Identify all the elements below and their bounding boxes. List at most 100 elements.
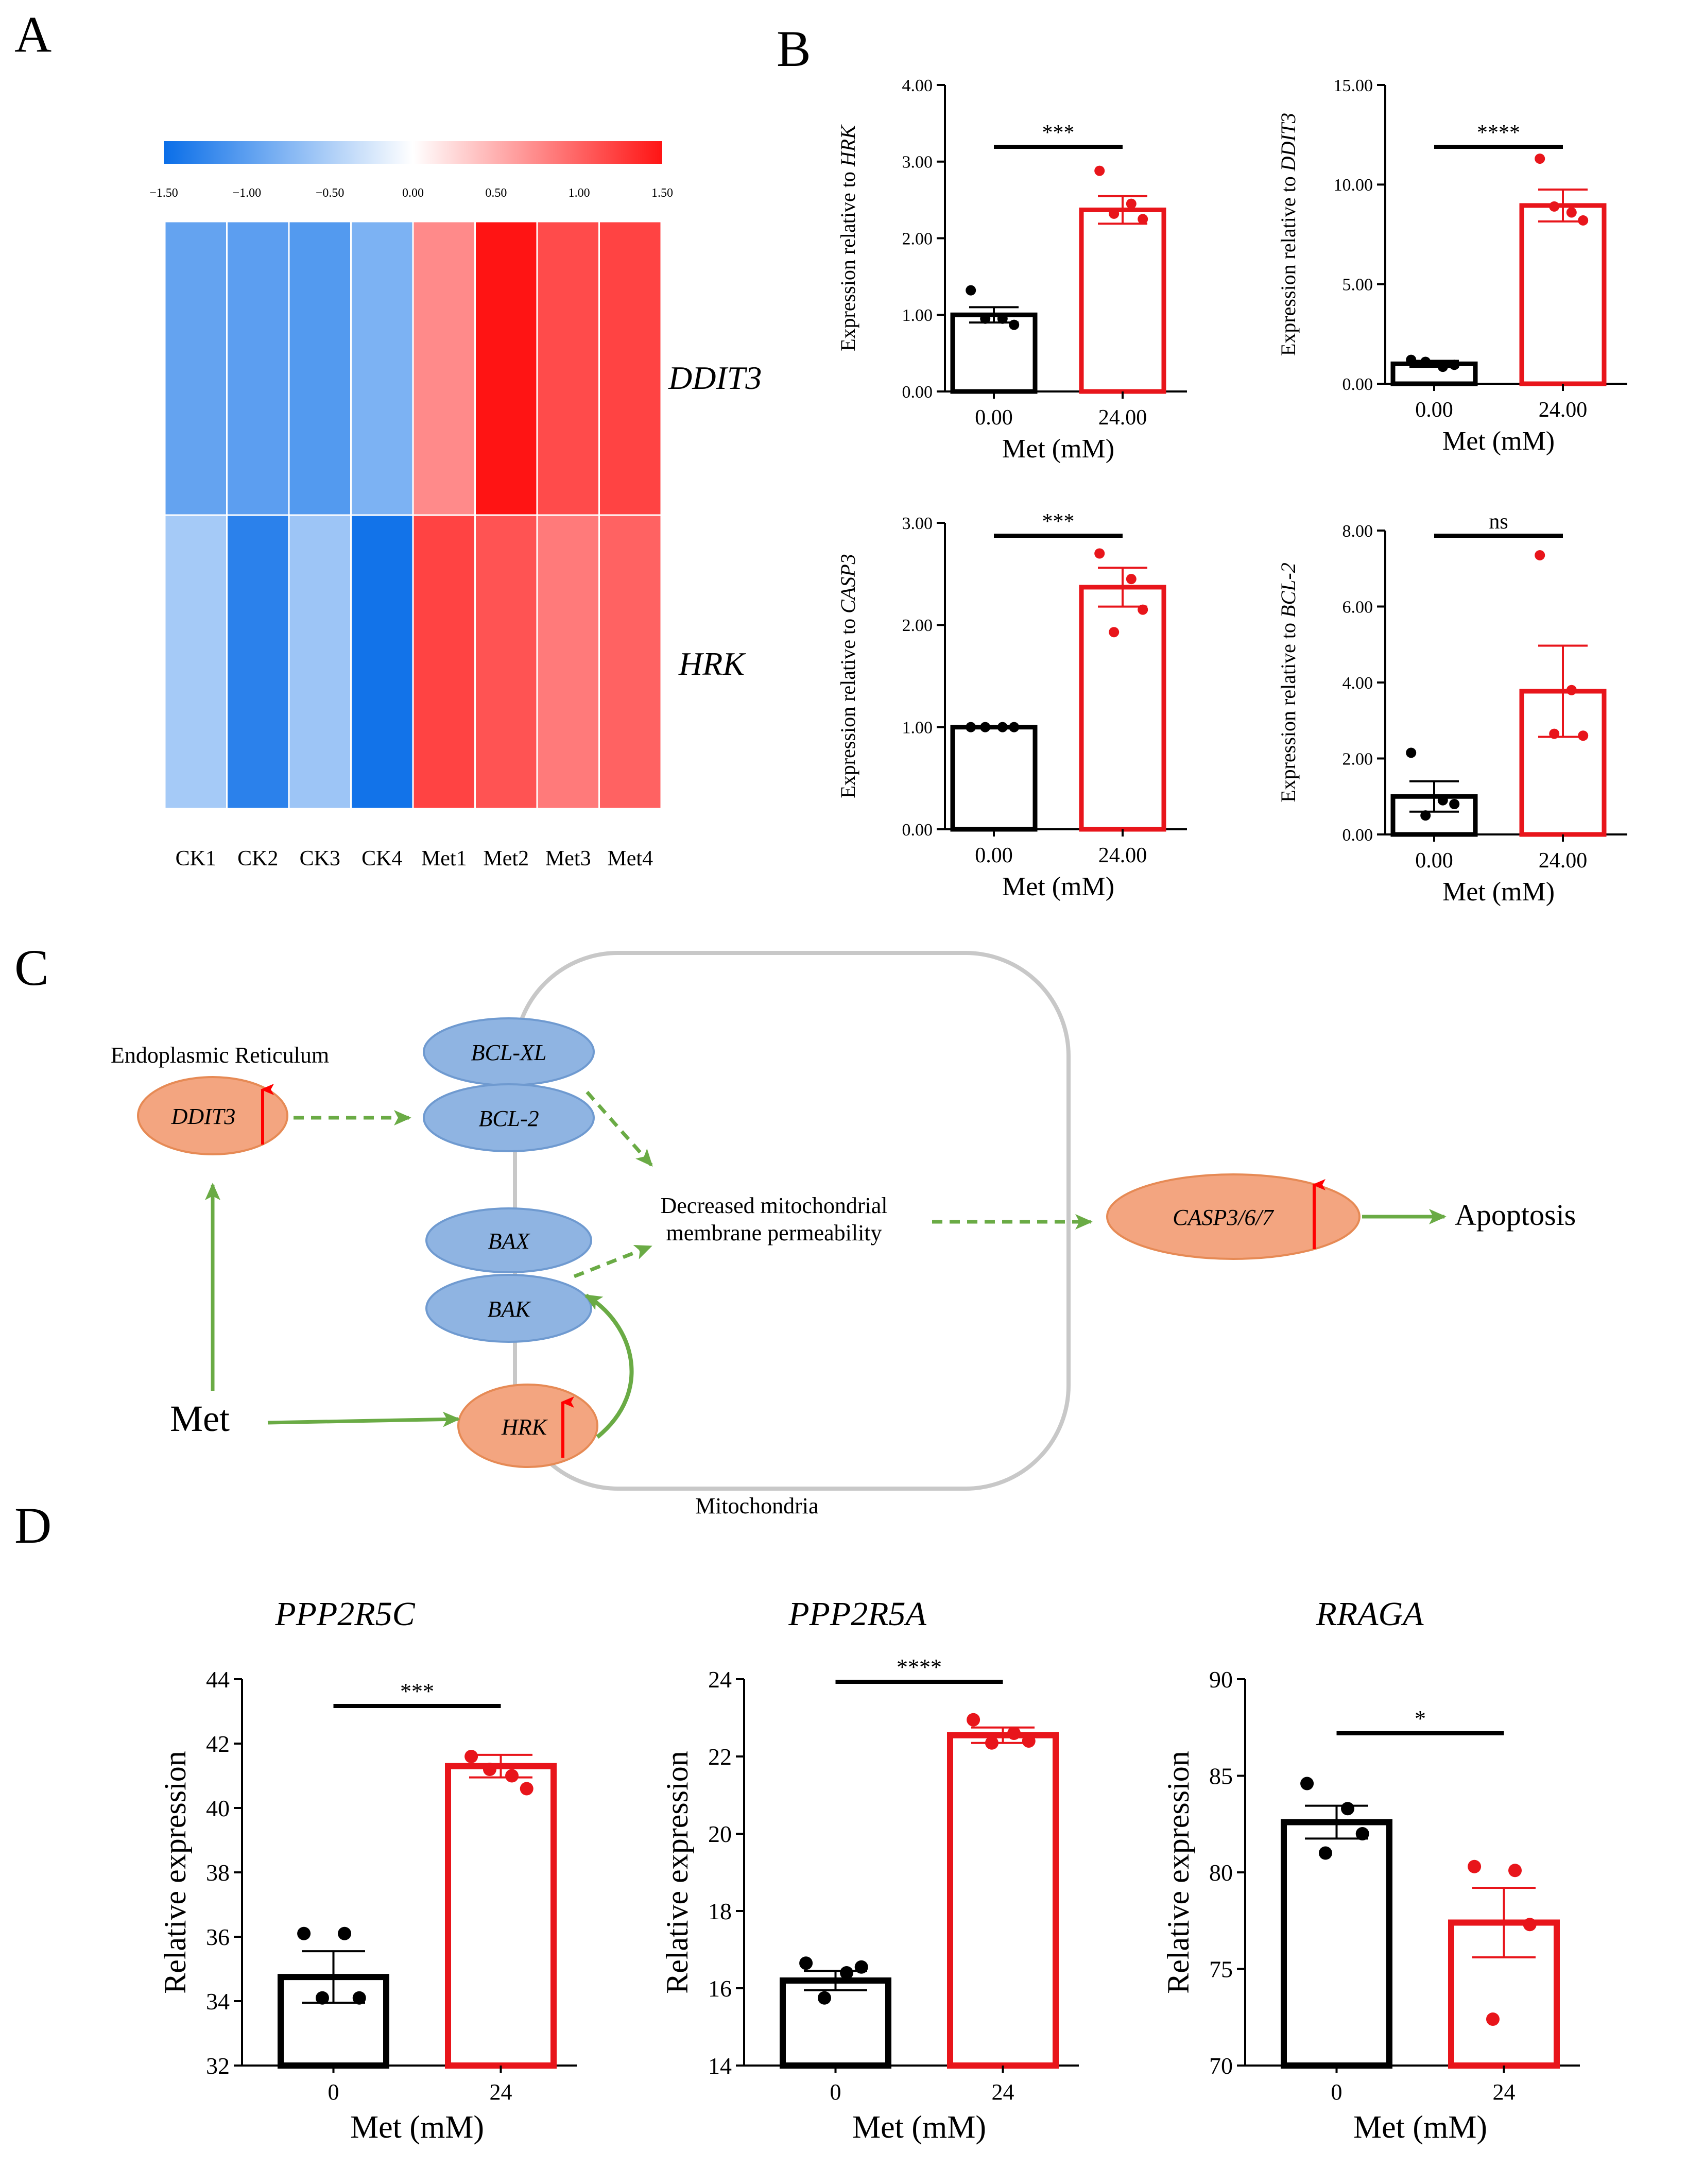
heatmap-row-label-ddit3: DDIT3 [668, 360, 762, 396]
heatmap-column-label: CK3 [300, 847, 340, 871]
arrow-bcl-to-permeability [586, 1090, 653, 1167]
heatmap-cell [164, 514, 228, 810]
y-axis-label: Relative expression [158, 1751, 192, 1994]
heatmap-scale-tick: −1.50 [149, 186, 178, 200]
heatmap-cell [226, 220, 290, 516]
data-point [854, 1960, 868, 1974]
y-tick-label: 42 [206, 1731, 230, 1757]
panel-label-c: C [14, 939, 49, 996]
significance-label: *** [400, 1679, 434, 1704]
y-tick-label: 85 [1209, 1763, 1233, 1789]
x-tick-label: 24.00 [1539, 398, 1588, 422]
bar-24.00 [1079, 585, 1166, 832]
chart-b2: 0.00 5.00 10.00 15.00 0.00 24.00 **** Met (mM) E… [1277, 76, 1627, 456]
y-tick-label: 38 [206, 1859, 230, 1886]
data-point [1022, 1734, 1036, 1748]
data-point [980, 313, 991, 324]
x-axis-label: Met (mM) [1442, 877, 1555, 907]
bak-node-label: BAK [487, 1296, 531, 1322]
y-tick-label: 80 [1209, 1859, 1233, 1886]
bar-0 [780, 1977, 891, 2069]
y-tick-label: 34 [206, 1988, 230, 2015]
data-point [1566, 685, 1577, 695]
x-axis-label: Met (mM) [852, 2110, 986, 2145]
significance-label: **** [1477, 121, 1520, 145]
bar-24 [947, 1732, 1059, 2069]
x-tick-label: 0.00 [975, 844, 1013, 867]
data-point [1468, 1859, 1482, 1873]
data-point [1420, 356, 1431, 367]
data-point [966, 285, 976, 296]
y-tick-label: 70 [1209, 2053, 1233, 2079]
data-point [520, 1782, 533, 1796]
y-tick-label: 10.00 [1334, 176, 1373, 195]
heatmap-column-label: CK2 [237, 847, 278, 871]
data-point [997, 722, 1008, 732]
heatmap-column-label: Met4 [607, 847, 653, 871]
y-axis-label: Expression relative to BCL-2 [1277, 562, 1300, 802]
x-tick-label: 0 [328, 2079, 339, 2105]
data-point [464, 1750, 478, 1763]
decreased-permeability-line1: Decreased mitochondrial [660, 1193, 887, 1218]
bcl-xl-node-label: BCL-XL [471, 1040, 547, 1065]
heatmap-column-label: CK4 [361, 847, 402, 871]
significance-label: * [1415, 1706, 1426, 1731]
heatmap-scale-tick: −0.50 [316, 186, 345, 200]
y-tick-label: 1.00 [902, 719, 933, 738]
data-point [1449, 360, 1460, 370]
bar-0.00 [950, 725, 1038, 832]
data-point [967, 1713, 980, 1727]
arrow-hrk-to-bak [584, 1293, 634, 1439]
heatmap-cell [350, 514, 414, 810]
y-tick-label: 2.00 [1342, 749, 1373, 769]
heatmap-column-label: Met1 [421, 847, 467, 871]
casp-node [1106, 1173, 1361, 1260]
heatmap-scale-tick: 0.00 [402, 186, 424, 200]
data-point [1578, 215, 1589, 226]
y-tick-label: 0.00 [1342, 826, 1373, 845]
panel-label-b: B [777, 20, 811, 77]
data-point [1109, 208, 1120, 219]
bax-node-label: BAX [488, 1228, 531, 1254]
pathway-diagram: Endoplasmic Reticulum Mitochondria DDIT3… [111, 951, 1576, 1518]
y-tick-label: 20 [708, 1821, 732, 1847]
data-point [1535, 550, 1545, 560]
heatmap-cell [350, 220, 414, 516]
bar-24.00 [1079, 207, 1166, 394]
y-axis-label: Expression relative to DDIT3 [1277, 113, 1300, 356]
chart-d3: 70 75 80 85 90 0 24 * Met (mM) Relative expressio… [1161, 1595, 1580, 2145]
apoptosis-label: Apoptosis [1455, 1198, 1576, 1232]
chart-d2: 14 16 18 20 22 24 0 24 **** Met (mM) Relative expr… [660, 1595, 1079, 2145]
x-axis-label: Met (mM) [1353, 2110, 1487, 2145]
data-point [352, 1991, 366, 2005]
arrow-bax-to-permeability [573, 1244, 652, 1278]
y-axis-label-gene: DDIT3 [1277, 113, 1300, 172]
data-point [1508, 1864, 1522, 1878]
bcl2-node [423, 1083, 595, 1152]
data-point [1009, 319, 1020, 330]
chart-title: RRAGA [1316, 1595, 1424, 1633]
chart-d1: 32 34 36 38 40 42 44 0 24 *** Met (mM) Relative exp… [158, 1595, 577, 2145]
y-axis-label: Expression relative to CASP3 [836, 554, 859, 798]
y-tick-label: 36 [206, 1924, 230, 1950]
x-tick-label: 24 [1493, 2079, 1516, 2105]
heatmap-scale-ticks: −1.50 −1.00 −0.50 0.00 0.50 1.00 1.50 [149, 186, 673, 200]
heatmap-scale-tick: 1.00 [569, 186, 590, 200]
heatmap-scale-tick: 1.50 [651, 186, 673, 200]
heatmap-panel: −1.50 −1.00 −0.50 0.00 0.50 1.00 1.50 CK1 CK2 CK… [149, 141, 762, 871]
heatmap-scale-tick: 0.50 [485, 186, 507, 200]
bar-0.00 [950, 312, 1038, 394]
x-tick-label: 24 [490, 2079, 512, 2105]
y-tick-label: 4.00 [1342, 674, 1373, 693]
y-axis-label: Expression relative to HRK [836, 124, 859, 351]
x-axis-label: Met (mM) [1442, 426, 1555, 456]
data-point [985, 1736, 999, 1750]
data-point [1009, 722, 1020, 732]
heatmap-cell [536, 514, 600, 810]
data-point [799, 1956, 813, 1970]
data-point [1318, 1846, 1332, 1860]
mitochondria-label: Mitochondria [695, 1493, 819, 1518]
y-tick-label: 3.00 [902, 153, 933, 172]
data-point [817, 1991, 831, 2005]
